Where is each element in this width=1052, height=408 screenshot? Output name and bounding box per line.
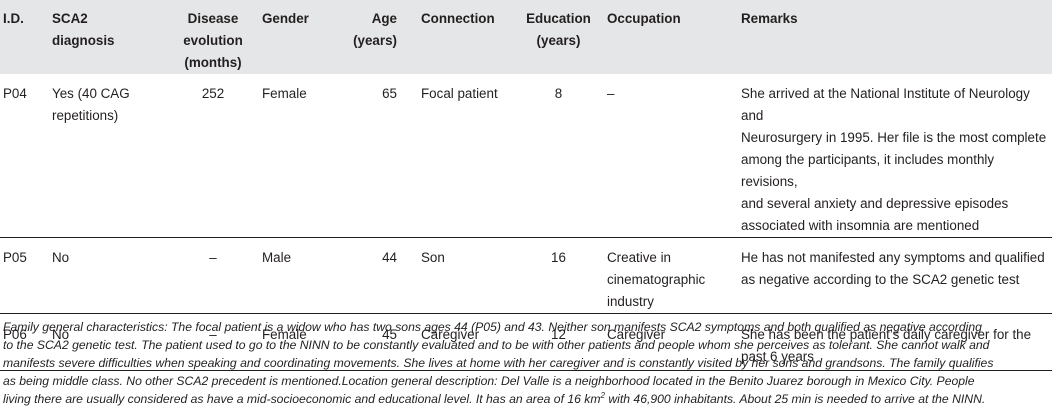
cell-age: 45 (382, 327, 397, 342)
header-id: I.D. (0, 0, 52, 74)
header-connection: Connection (397, 0, 510, 74)
header-diagnosis: SCA2 diagnosis (52, 0, 164, 74)
cell-occupation: – (607, 86, 615, 101)
header-remarks: Remarks (729, 0, 1052, 74)
cell-gender: Female (262, 327, 307, 342)
cell-diagnosis: No (52, 327, 70, 342)
cell-education: 8 (554, 86, 563, 101)
table-header: I.D. SCA2 diagnosis Disease evolution (mont… (0, 0, 1052, 74)
cell-age: 65 (382, 86, 397, 101)
table-row: P06 No – Female 45 Caregiver 12 Caregive… (0, 314, 1052, 371)
cell-id: P05 (3, 250, 27, 265)
cell-diagnosis: No (52, 250, 70, 265)
cell-remarks: She has been the patient’s daily caregiv… (741, 327, 1032, 364)
cell-connection: Son (421, 250, 445, 265)
cell-id: P04 (3, 86, 27, 101)
header-age: Age (years) (342, 0, 397, 74)
cell-diagnosis: Yes (40 CAG repetitions) (52, 86, 130, 123)
cell-remarks: She arrived at the National Institute of… (741, 86, 1047, 233)
cell-connection: Caregiver (421, 327, 480, 342)
footnote-line-tail: with 46,900 inhabitants. About 25 min is… (604, 392, 986, 406)
cell-connection: Focal patient (421, 86, 498, 101)
footnote-line: Family general characteristics: The foca… (3, 320, 982, 334)
cell-evolution: 252 (201, 86, 225, 101)
cell-education: 16 (551, 250, 566, 265)
cell-age: 44 (382, 250, 397, 265)
cell-evolution: – (209, 327, 217, 342)
cell-education: 12 (551, 327, 566, 342)
cell-remarks: He has not manifested any symptoms and q… (741, 250, 1045, 287)
header-education: Education (years) (510, 0, 607, 74)
cell-id: P06 (3, 327, 27, 342)
cell-occupation: Creative in cinematographic industry (607, 250, 706, 309)
footnote-line: living there are usually considered as h… (3, 392, 601, 406)
header-evolution: Disease evolution (months) (164, 0, 262, 74)
table-body: P04 Yes (40 CAG repetitions) 252 Female 6… (0, 74, 1052, 371)
cell-gender: Female (262, 86, 307, 101)
header-gender: Gender (262, 0, 342, 74)
table-footnote: Family general characteristics: The foca… (3, 318, 1049, 408)
header-occupation: Occupation (607, 0, 729, 74)
table-row: P04 Yes (40 CAG repetitions) 252 Female 6… (0, 74, 1052, 238)
footnote-superscript: 2 (600, 390, 605, 400)
cell-evolution: – (209, 250, 217, 265)
participants-table: I.D. SCA2 diagnosis Disease evolution (mont… (0, 0, 1052, 371)
footnote-line: as being middle class. No other SCA2 pre… (3, 374, 975, 388)
cell-gender: Male (262, 250, 292, 265)
footnote-line: manifests severe difficulties when speak… (3, 356, 994, 370)
cell-occupation: Caregiver (607, 327, 666, 342)
footnote-line: to the SCA2 genetic test. The patient us… (3, 338, 990, 352)
table-row: P05 No – Male 44 Son 16 Creative in cine… (0, 238, 1052, 314)
